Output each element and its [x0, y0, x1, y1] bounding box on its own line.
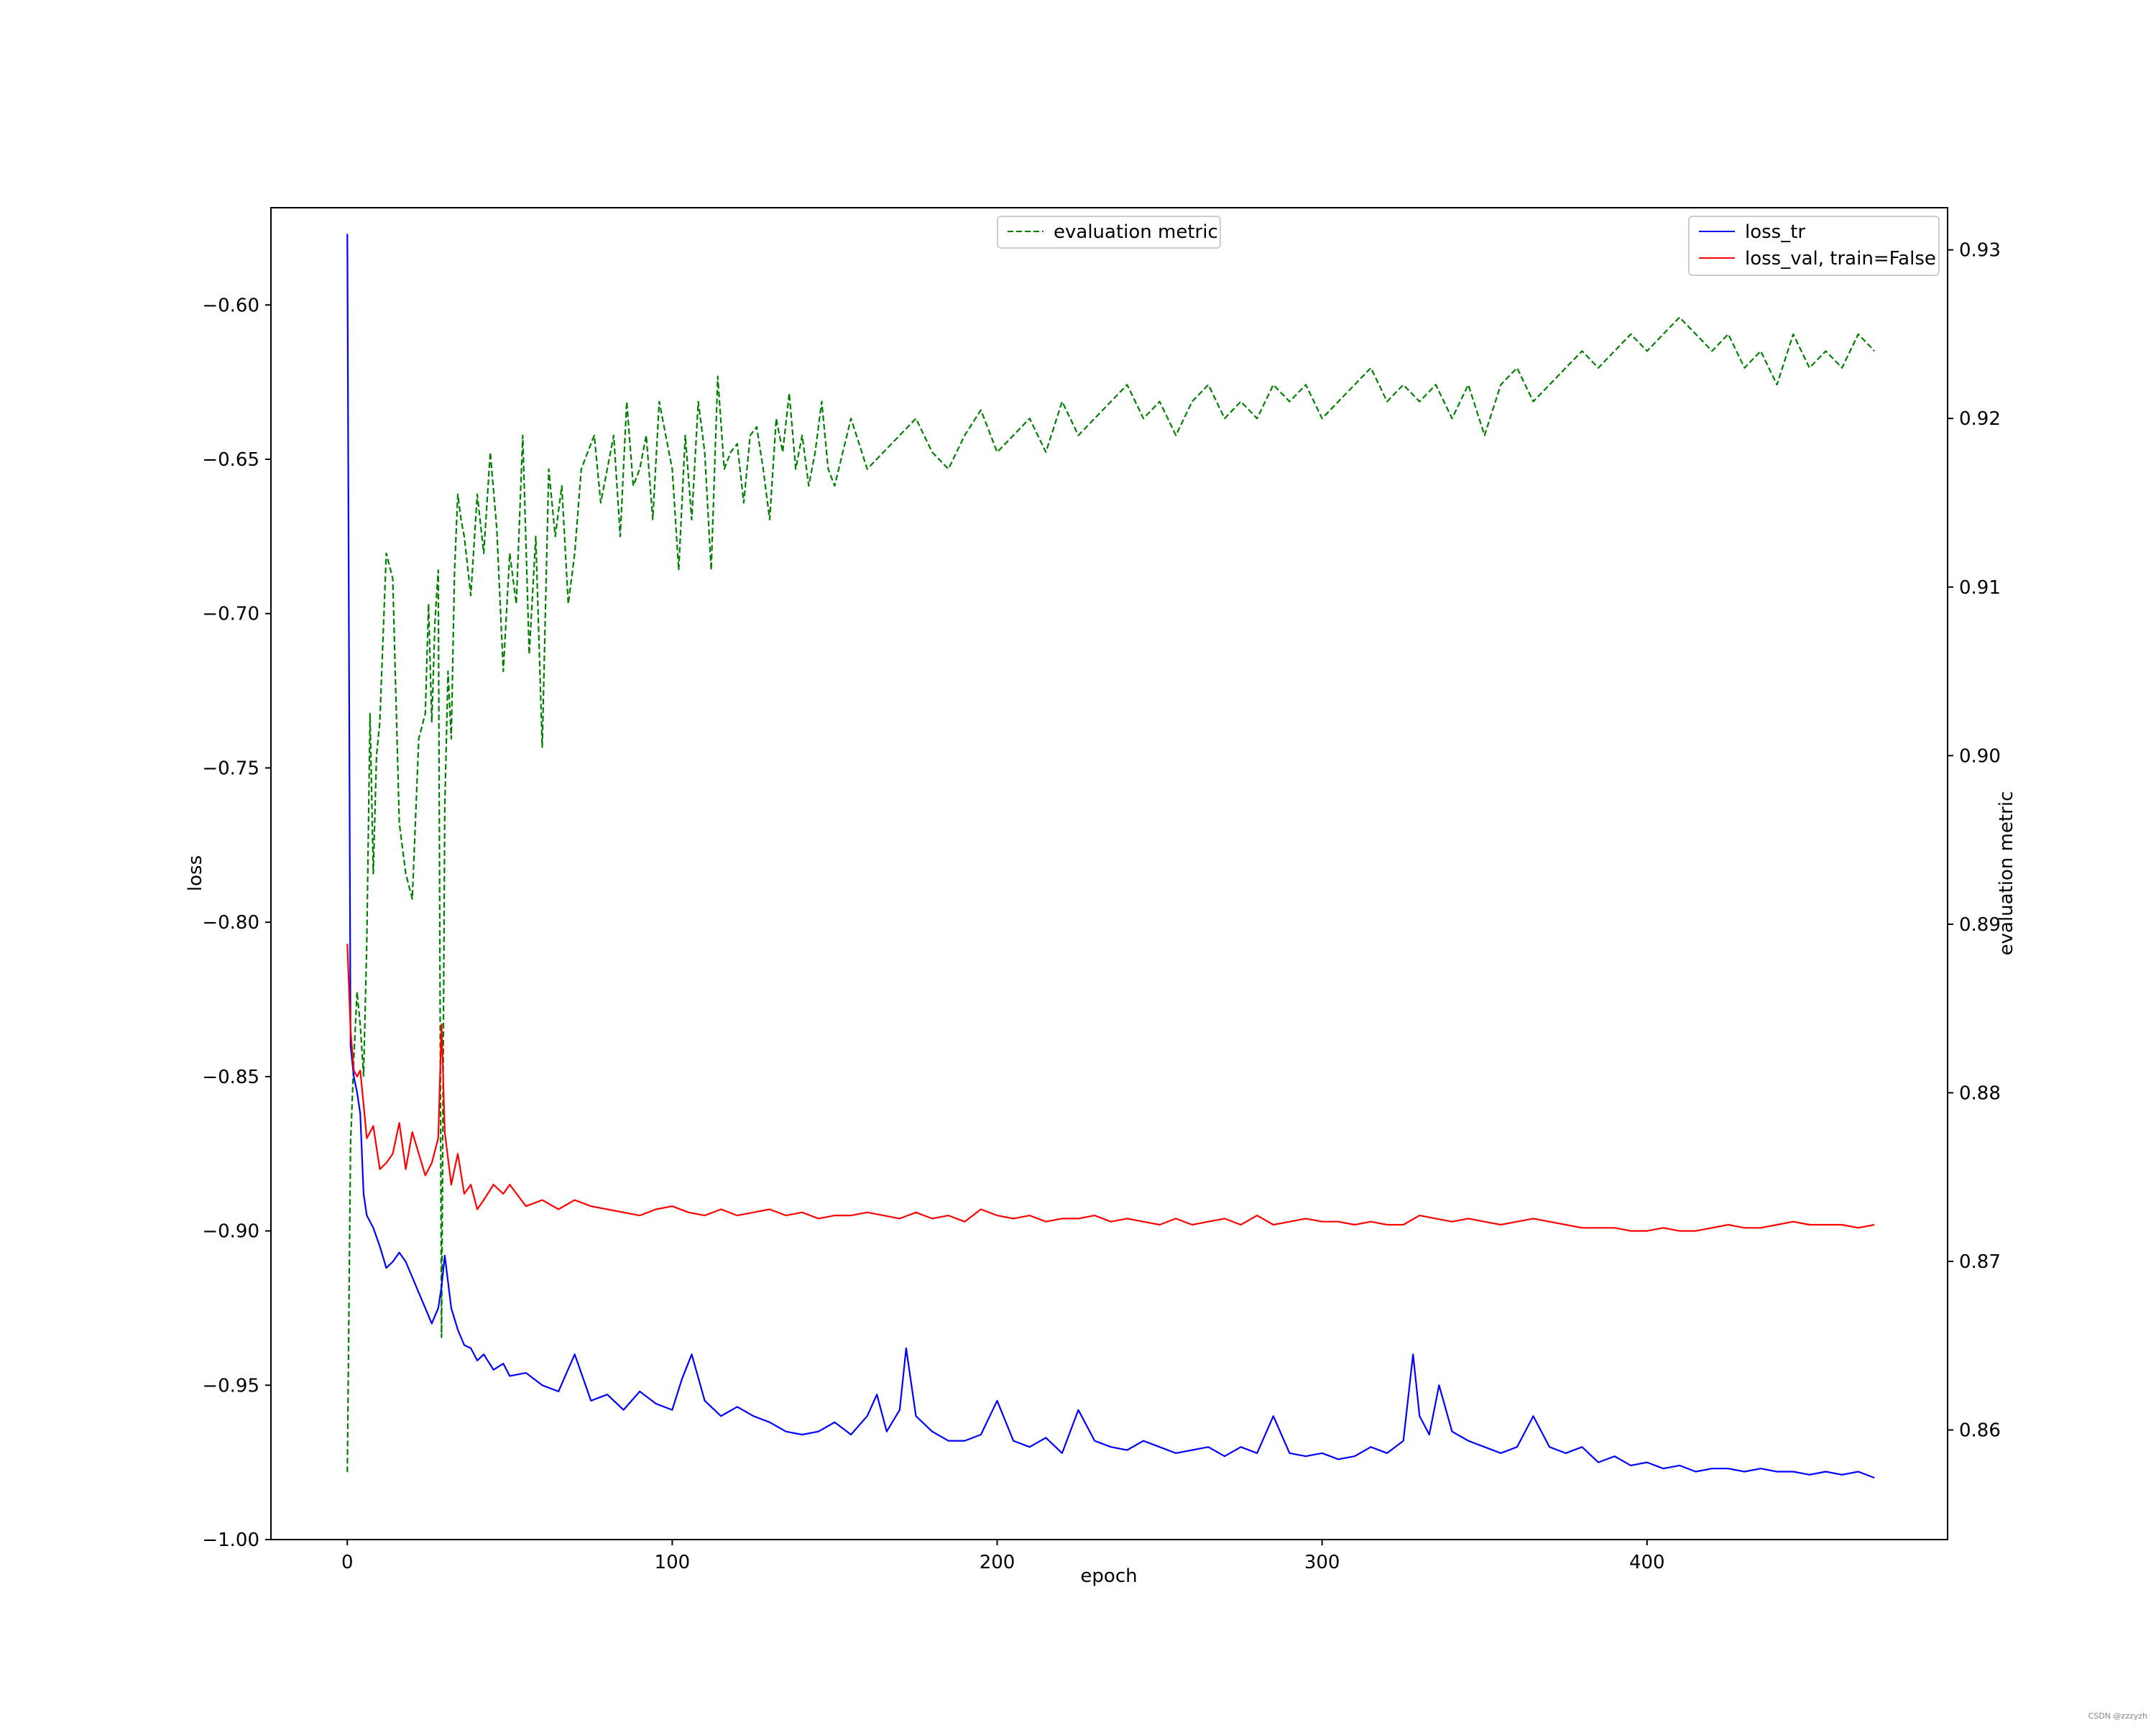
x-tick-label: 300 — [1304, 1552, 1340, 1573]
left-tick-label: −1.00 — [202, 1530, 259, 1551]
left-tick-label: −0.95 — [202, 1375, 259, 1397]
left-tick-label: −0.60 — [202, 295, 259, 316]
x-axis: 0 100 200 300 400 — [341, 1540, 1665, 1573]
left-tick-label: −0.65 — [202, 449, 259, 471]
left-axis: −1.00 −0.95 −0.90 −0.85 −0.80 −0.75 −0.70 −0.65… — [202, 295, 271, 1551]
left-tick-label: −0.70 — [202, 604, 259, 625]
left-tick-label: −0.80 — [202, 912, 259, 934]
right-tick-label: 0.86 — [1959, 1420, 2001, 1442]
x-tick-label: 400 — [1629, 1552, 1665, 1573]
x-axis-label: epoch — [1080, 1565, 1137, 1587]
series-line-loss-tr — [346, 234, 1875, 1479]
right-axis: 0.86 0.87 0.88 0.89 0.90 0.91 0.92 0.93 — [1948, 240, 2001, 1442]
right-tick-label: 0.92 — [1959, 408, 2001, 430]
legend-label-loss-val: loss_val, train=False — [1745, 248, 1936, 270]
watermark: CSDN @zzzyzh — [2088, 1711, 2147, 1721]
left-tick-label: −0.75 — [202, 758, 259, 779]
series-line-evaluation-metric — [346, 316, 1876, 1473]
left-tick-label: −0.85 — [202, 1067, 259, 1088]
right-tick-label: 0.91 — [1959, 577, 2001, 599]
right-tick-label: 0.90 — [1959, 745, 2001, 767]
legend-frame — [997, 216, 1221, 249]
left-axis-label: loss — [185, 855, 206, 891]
legend-losses: loss_tr loss_val, train=False — [1688, 216, 1940, 276]
left-tick-label: −0.90 — [202, 1221, 259, 1243]
plot-area — [270, 207, 1948, 1540]
right-tick-label: 0.93 — [1959, 240, 2001, 262]
legend-label-loss-tr: loss_tr — [1745, 221, 1805, 243]
series-line-loss-val-train-false — [346, 944, 1875, 1232]
legend-frame — [1688, 216, 1940, 276]
x-tick-label: 100 — [655, 1552, 691, 1573]
x-tick-label: 0 — [341, 1552, 354, 1573]
right-tick-label: 0.88 — [1959, 1082, 2001, 1104]
x-tick-label: 200 — [980, 1552, 1015, 1573]
right-tick-label: 0.87 — [1959, 1251, 2001, 1273]
right-axis-label: evaluation metric — [1996, 791, 2017, 956]
series-layer — [346, 234, 1876, 1479]
legend-evaluation-metric: evaluation metric — [997, 216, 1221, 249]
legend-label-evaluation-metric: evaluation metric — [1054, 221, 1218, 243]
right-tick-label: 0.89 — [1959, 914, 2001, 936]
